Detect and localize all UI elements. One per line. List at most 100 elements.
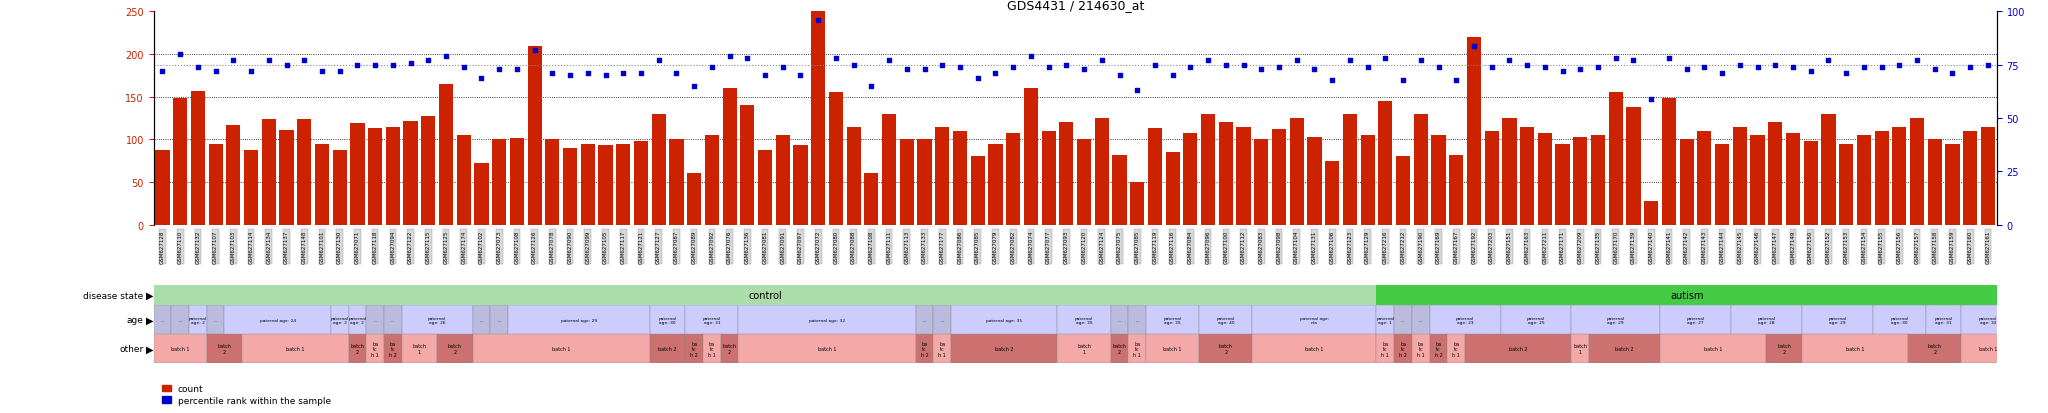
Bar (1802, 306, 1872, 335)
Bar (1360, 136, 1374, 225)
Text: GSM627091: GSM627091 (780, 230, 784, 263)
Point (961, 75, 993, 82)
Bar (1608, 93, 1622, 225)
Point (430, 54, 463, 60)
Text: paternal
age: 23: paternal age: 23 (1456, 316, 1475, 324)
Bar (1024, 89, 1038, 225)
Point (838, 62, 870, 69)
Bar (1253, 306, 1376, 335)
Bar (1980, 127, 1995, 225)
Bar (1661, 99, 1675, 225)
Point (1919, 66, 1952, 73)
Text: GSM627157: GSM627157 (1915, 230, 1919, 263)
Bar (1626, 108, 1640, 225)
Text: GSM627137: GSM627137 (285, 230, 289, 263)
Bar (1571, 335, 1589, 363)
Text: control: control (748, 290, 782, 300)
Bar (350, 124, 365, 225)
Text: GSM627132: GSM627132 (195, 230, 201, 263)
Bar (793, 146, 807, 225)
Text: batch 1: batch 1 (1845, 347, 1864, 351)
Text: GSM627161: GSM627161 (1985, 230, 1991, 263)
Text: GSM627116: GSM627116 (1169, 230, 1176, 263)
Text: GSM627211: GSM627211 (1542, 230, 1548, 263)
Text: GSM627085: GSM627085 (1135, 230, 1141, 263)
Text: GSM627094: GSM627094 (391, 230, 395, 263)
Text: batch
2: batch 2 (217, 344, 231, 354)
Text: GSM627087: GSM627087 (674, 230, 680, 263)
Text: GSM627086: GSM627086 (958, 230, 963, 263)
Point (1882, 62, 1915, 69)
Text: age: age (127, 316, 143, 325)
Point (997, 64, 1030, 71)
Text: ...: ... (940, 318, 944, 322)
Text: GSM627135: GSM627135 (1595, 230, 1602, 263)
Text: GSM627114: GSM627114 (248, 230, 254, 263)
Bar (1571, 306, 1661, 335)
Point (606, 71, 639, 77)
Bar (971, 157, 985, 225)
Bar (438, 85, 453, 225)
Point (979, 71, 1012, 77)
Bar (475, 164, 489, 225)
Bar (1411, 335, 1430, 363)
Text: GSM627083: GSM627083 (1260, 230, 1264, 263)
Title: GDS4431 / 214630_at: GDS4431 / 214630_at (1006, 0, 1145, 12)
Text: ba
tc
h 2: ba tc h 2 (389, 341, 397, 357)
Bar (528, 46, 543, 225)
Bar (1413, 114, 1427, 225)
Point (270, 62, 303, 69)
Bar (1714, 144, 1729, 225)
Bar (1237, 127, 1251, 225)
Text: ba
tc
h 2: ba tc h 2 (922, 341, 928, 357)
Text: GSM627089: GSM627089 (692, 230, 696, 263)
Bar (1325, 161, 1339, 225)
Point (182, 64, 215, 71)
Text: ba
tc
h 1: ba tc h 1 (1382, 341, 1389, 357)
Point (145, 69, 178, 75)
Bar (1874, 131, 1888, 225)
Bar (1376, 335, 1395, 363)
Text: ▶: ▶ (145, 290, 154, 300)
Text: GSM627076: GSM627076 (727, 230, 731, 263)
Point (944, 64, 977, 71)
Text: ba
tc
h 2: ba tc h 2 (1436, 341, 1442, 357)
Point (1192, 58, 1225, 64)
Text: ba
tc
h 1: ba tc h 1 (1452, 341, 1460, 357)
Point (1954, 64, 1987, 71)
Text: GSM627136: GSM627136 (745, 230, 750, 263)
Text: batch
1: batch 1 (1077, 344, 1092, 354)
Bar (348, 306, 367, 335)
Point (1104, 73, 1137, 79)
Bar (776, 136, 791, 225)
Bar (1147, 129, 1161, 225)
Point (483, 66, 516, 73)
Text: ba
tc
h 2: ba tc h 2 (690, 341, 698, 357)
Bar (225, 126, 240, 225)
Text: batch
2: batch 2 (449, 344, 463, 354)
Bar (1448, 335, 1464, 363)
Bar (1858, 136, 1872, 225)
Text: GSM627074: GSM627074 (1028, 230, 1034, 263)
Text: ...: ... (213, 318, 217, 322)
Text: GSM627154: GSM627154 (1862, 230, 1866, 263)
Text: GSM627113: GSM627113 (905, 230, 909, 263)
Bar (154, 285, 1376, 306)
Point (1333, 58, 1366, 64)
Text: GSM627143: GSM627143 (1702, 230, 1706, 263)
Point (1866, 64, 1898, 71)
Point (1565, 66, 1597, 73)
Point (1264, 64, 1296, 71)
Bar (1661, 306, 1731, 335)
Text: GSM627073: GSM627073 (498, 230, 502, 263)
Text: paternal
age: 25: paternal age: 25 (1528, 316, 1544, 324)
Point (1546, 69, 1579, 75)
Text: GSM627128: GSM627128 (160, 230, 166, 263)
Text: GSM627108: GSM627108 (868, 230, 874, 263)
Text: paternal age: 24: paternal age: 24 (260, 318, 295, 322)
Text: batch 1: batch 1 (170, 347, 188, 351)
Point (1511, 62, 1544, 69)
Bar (1450, 155, 1464, 225)
Bar (702, 335, 721, 363)
Point (1776, 64, 1808, 71)
